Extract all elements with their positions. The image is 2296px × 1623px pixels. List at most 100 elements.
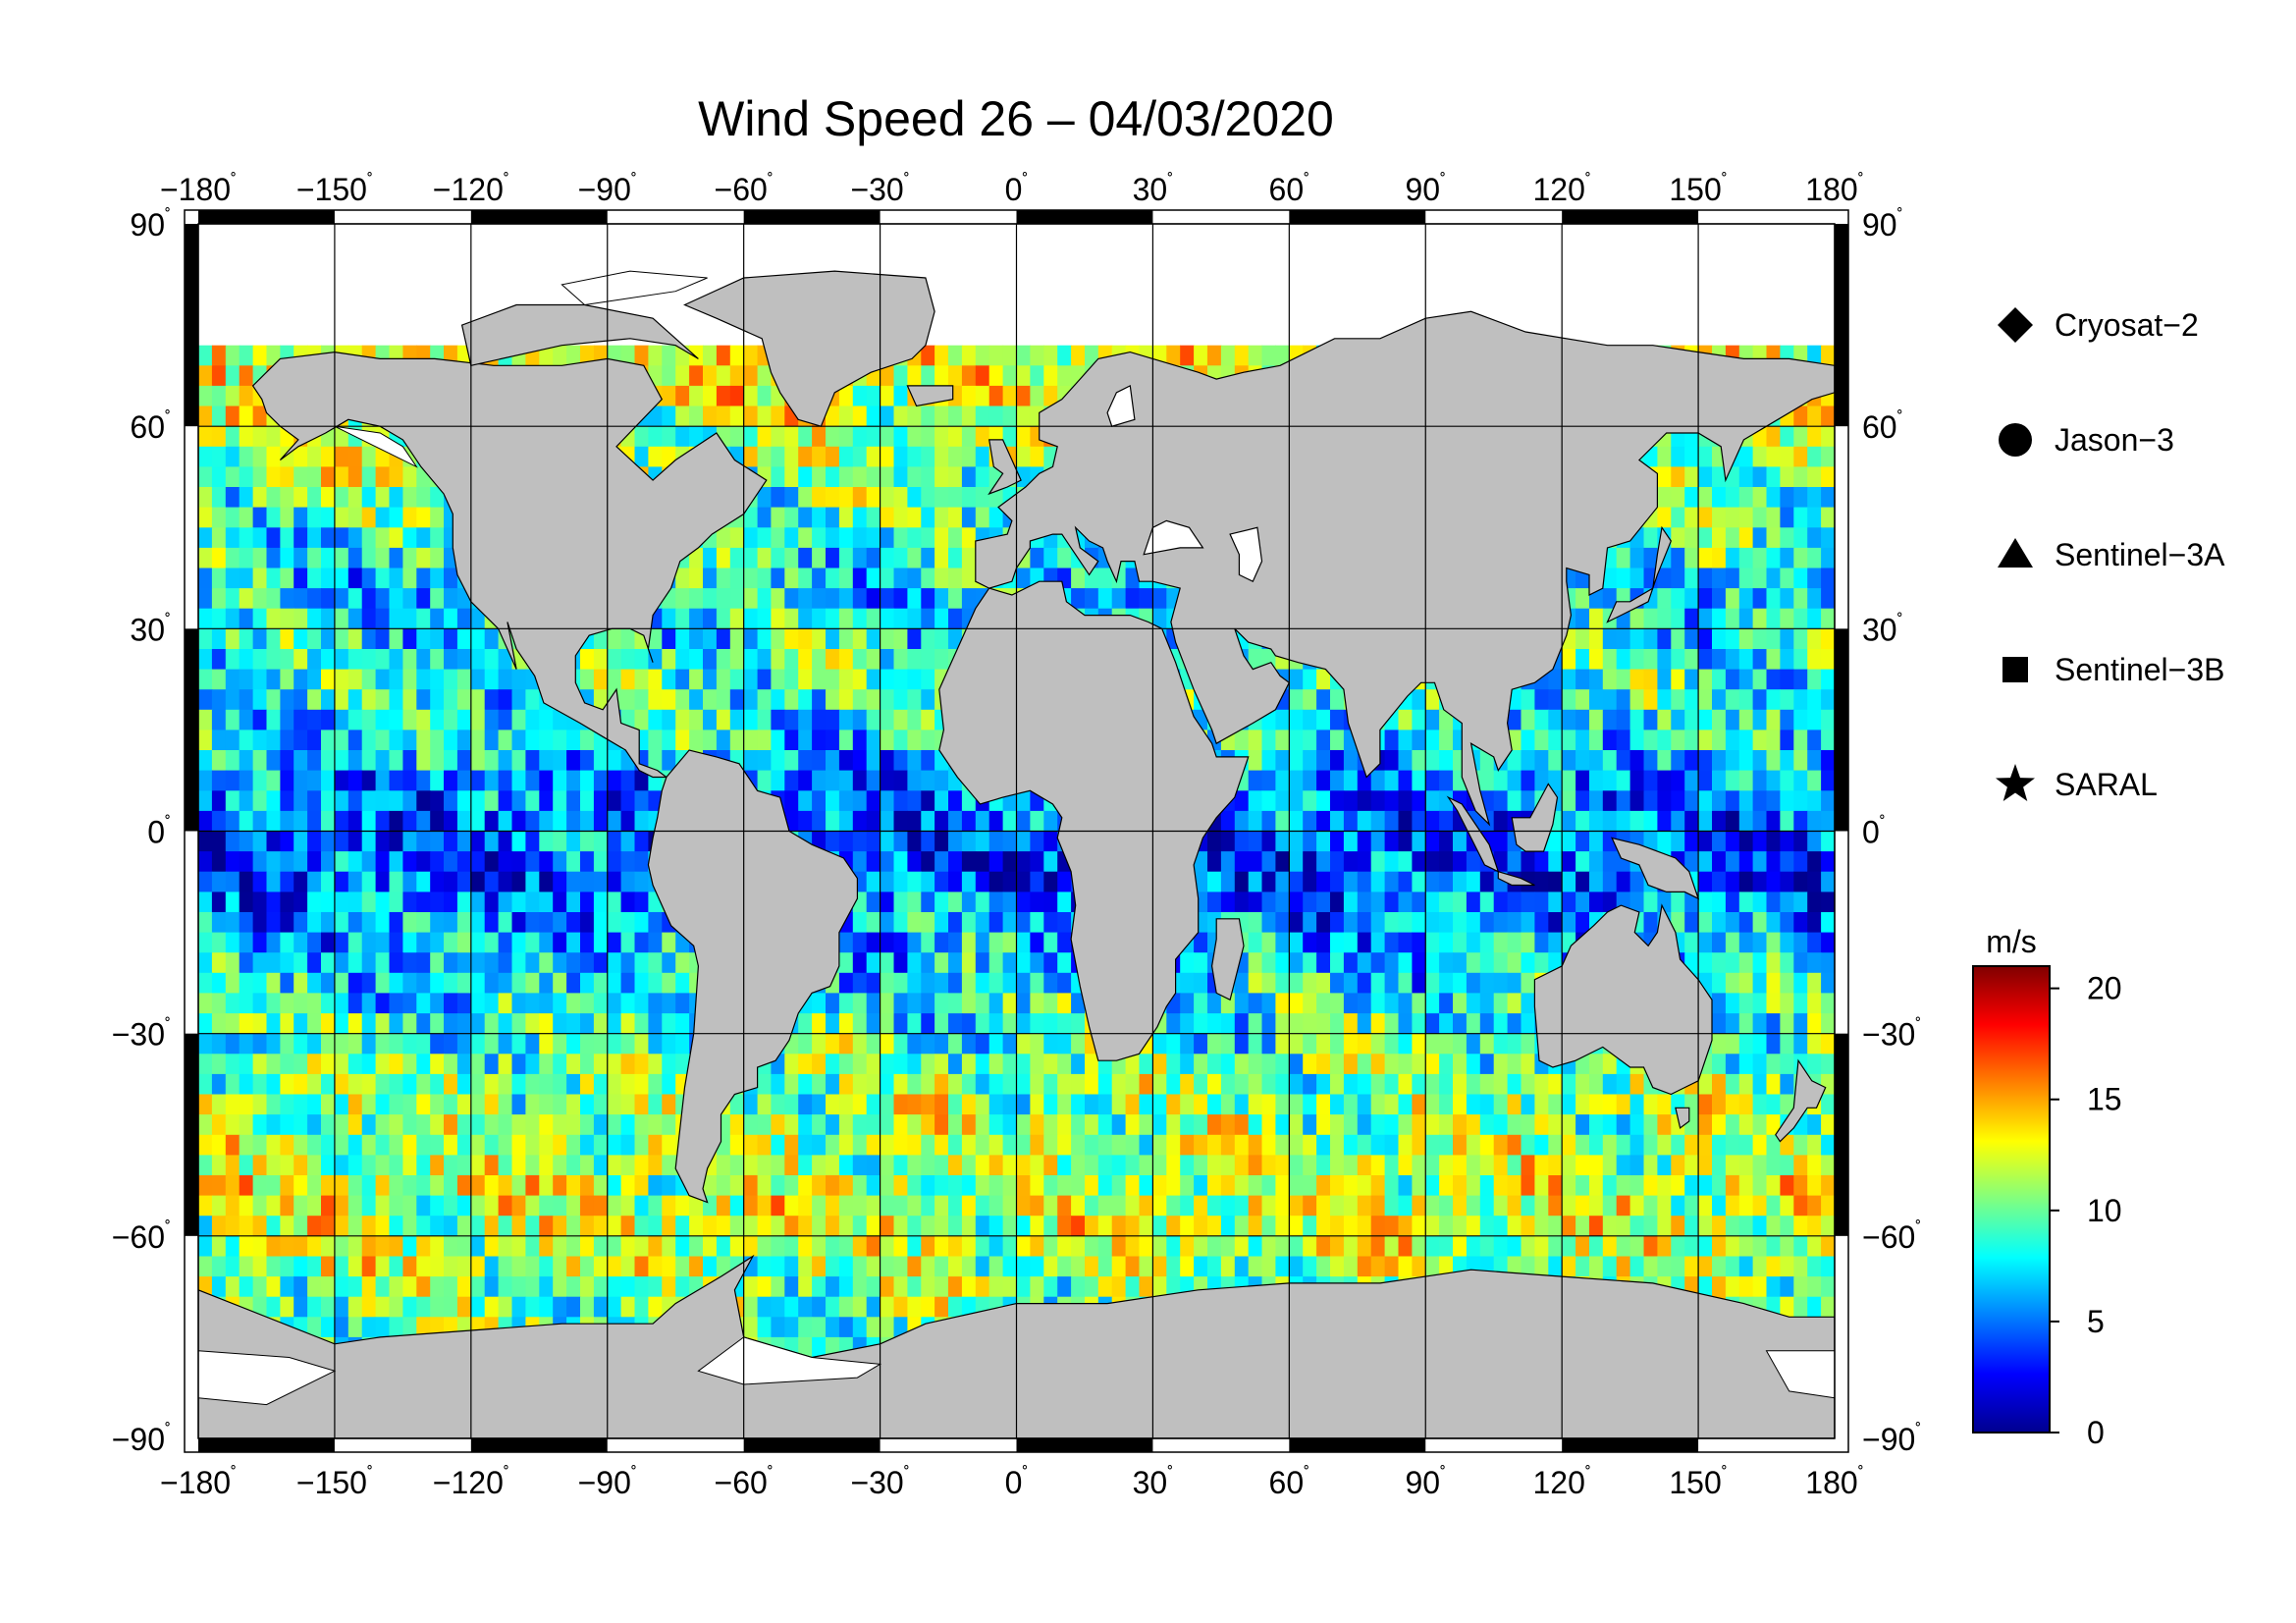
wind-cell [620,972,636,994]
wind-cell [361,1134,377,1156]
wind-cell [1507,1013,1522,1035]
wind-cell [470,810,486,833]
wind-cell [361,1175,377,1197]
wind-cell [948,547,963,569]
wind-cell [921,892,935,913]
wind-cell [1016,790,1031,812]
wind-cell [1738,790,1754,812]
wind-cell [1002,952,1018,974]
wind-cell [334,871,349,893]
wind-cell [648,426,663,448]
wind-cell [1002,365,1018,387]
wind-cell [239,1013,254,1035]
wind-cell [1220,1094,1236,1115]
wind-cell [361,588,377,610]
wind-cell [198,669,213,690]
wind-cell [307,689,322,711]
wind-cell [294,527,308,549]
wind-cell [1248,790,1263,812]
wind-cell [580,1013,595,1035]
wind-cell [580,1054,595,1075]
wind-cell [198,871,213,893]
wind-cell [198,730,213,751]
wind-cell [239,608,254,629]
wind-cell [1125,568,1141,589]
wind-cell [1043,1114,1058,1136]
wind-cell [498,1175,513,1197]
wind-cell [553,831,567,852]
wind-cell [593,628,609,650]
wind-cell [294,952,308,974]
wind-cell [812,709,827,730]
wind-cell [1821,507,1835,528]
wind-cell [430,527,445,549]
wind-cell [294,649,308,671]
wind-cell [1766,466,1781,488]
wind-cell [1071,1134,1086,1156]
wind-cell [553,871,567,893]
wind-cell [498,851,513,873]
wind-cell [321,770,336,791]
wind-cell [198,831,213,852]
wind-cell [456,1134,472,1156]
wind-cell [1807,1033,1822,1055]
wind-cell [334,487,349,509]
wind-cell [1684,851,1699,873]
wind-cell [1439,790,1454,812]
wind-cell [703,689,718,711]
wind-cell [634,689,649,711]
wind-cell [361,871,377,893]
wind-cell [1534,1134,1549,1156]
wind-cell [321,1033,336,1055]
wind-cell [729,385,745,407]
wind-cell [593,871,609,893]
wind-cell [1261,1134,1276,1156]
wind-cell [1057,871,1072,893]
wind-cell [1752,851,1768,873]
wind-cell [866,1073,881,1096]
wind-cell [798,649,813,671]
wind-cell [1289,1134,1304,1156]
wind-cell [1330,810,1345,833]
wind-cell [1698,628,1713,650]
wind-cell [1698,446,1713,467]
wind-cell [266,669,281,690]
wind-cell [784,1114,799,1136]
wind-cell [1629,770,1645,791]
wind-cell [1357,912,1372,934]
wind-cell [1752,1114,1768,1136]
wind-cell [1370,1094,1386,1115]
wind-cell [934,1054,949,1075]
wind-cell [1712,669,1727,690]
wind-cell [1589,1155,1604,1176]
wind-cell [907,871,922,893]
wind-cell [430,770,445,791]
wind-cell [975,1155,990,1176]
wind-cell [361,750,377,772]
wind-cell [211,932,227,953]
wind-cell [675,426,690,448]
wind-cell [1766,588,1781,610]
wind-cell [580,770,595,791]
wind-cell [703,588,718,610]
wind-cell [921,993,935,1014]
wind-cell [389,709,403,730]
wind-cell [539,1155,554,1176]
wind-cell [1085,1114,1099,1136]
wind-cell [1521,709,1535,730]
wind-cell [1657,608,1672,629]
wind-cell [361,932,377,953]
wind-cell [1793,972,1808,994]
wind-cell [1275,750,1290,772]
wind-cell [211,507,227,528]
wind-cell [266,1175,281,1197]
wind-cell [416,487,431,509]
wind-cell [198,345,213,366]
wind-cell [1766,730,1781,751]
wind-cell [784,507,799,528]
wind-cell [1766,527,1781,549]
wind-cell [225,689,240,711]
wind-cell [1521,932,1535,953]
wind-cell [1384,790,1400,812]
wind-cell [880,1114,895,1136]
